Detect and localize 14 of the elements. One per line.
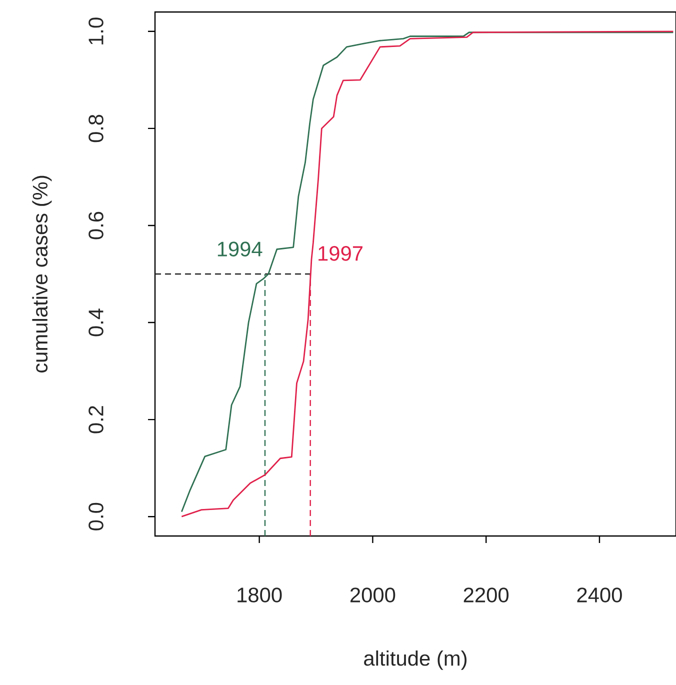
- y-tick-label: 0.6: [88, 212, 104, 240]
- series-label: 1994: [218, 242, 262, 256]
- y-tick-label: 1.0: [88, 18, 104, 44]
- x-tick-label: 2400: [577, 588, 622, 602]
- y-tick-label: 0.8: [88, 114, 104, 142]
- y-tick-label: 0.2: [88, 406, 104, 434]
- x-axis-title: altitude (m): [364, 650, 466, 670]
- x-tick-label: 2000: [350, 588, 396, 602]
- x-tick-label: 1800: [238, 588, 282, 602]
- y-tick-label: 0.0: [88, 502, 104, 530]
- x-tick-label: 2200: [464, 588, 509, 602]
- series-label: 1997: [318, 246, 362, 261]
- y-axis-title: cumulative cases (%): [32, 176, 52, 373]
- y-tick-label: 0.4: [88, 308, 104, 336]
